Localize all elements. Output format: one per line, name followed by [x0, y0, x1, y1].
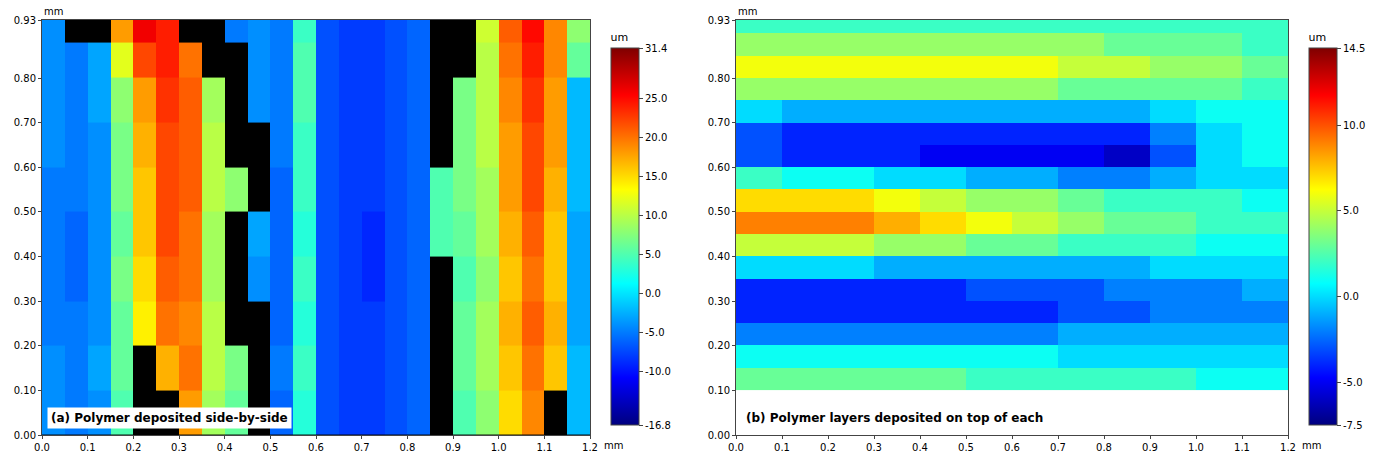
- svg-text:0.6: 0.6: [308, 442, 324, 453]
- svg-text:0.7: 0.7: [1050, 442, 1066, 453]
- svg-text:mm: mm: [44, 6, 63, 17]
- svg-text:um: um: [1309, 31, 1327, 44]
- svg-text:0.4: 0.4: [912, 442, 928, 453]
- svg-text:0.40: 0.40: [708, 251, 730, 262]
- svg-text:mm: mm: [738, 6, 757, 17]
- svg-text:(a) Polymer deposited side-by-: (a) Polymer deposited side-by-side: [51, 411, 288, 425]
- svg-text:0.10: 0.10: [708, 385, 730, 396]
- svg-text:0.70: 0.70: [708, 117, 730, 128]
- svg-text:1.1: 1.1: [536, 442, 552, 453]
- svg-text:1.1: 1.1: [1234, 442, 1250, 453]
- svg-text:0.7: 0.7: [354, 442, 370, 453]
- svg-text:0.3: 0.3: [866, 442, 882, 453]
- svg-text:0.8: 0.8: [1096, 442, 1112, 453]
- svg-text:0.0: 0.0: [34, 442, 50, 453]
- svg-text:-10.0: -10.0: [645, 366, 671, 377]
- svg-text:14.5: 14.5: [1343, 43, 1365, 54]
- svg-text:0.0: 0.0: [1343, 291, 1359, 302]
- svg-text:0.50: 0.50: [14, 206, 36, 217]
- svg-text:0.00: 0.00: [708, 430, 730, 441]
- svg-text:um: um: [610, 31, 628, 44]
- svg-text:31.4: 31.4: [645, 43, 667, 54]
- svg-text:0.40: 0.40: [14, 251, 36, 262]
- svg-text:15.0: 15.0: [645, 171, 667, 182]
- svg-text:0.50: 0.50: [708, 206, 730, 217]
- svg-text:1.2: 1.2: [1280, 442, 1296, 453]
- svg-text:0.5: 0.5: [958, 442, 974, 453]
- svg-text:0.80: 0.80: [14, 73, 36, 84]
- svg-text:0.4: 0.4: [217, 442, 233, 453]
- svg-text:0.60: 0.60: [14, 162, 36, 173]
- svg-text:mm: mm: [604, 440, 623, 451]
- svg-text:0.93: 0.93: [14, 15, 36, 26]
- svg-text:0.20: 0.20: [14, 340, 36, 351]
- svg-text:0.00: 0.00: [14, 430, 36, 441]
- svg-text:0.1: 0.1: [774, 442, 790, 453]
- svg-text:mm: mm: [1302, 440, 1321, 451]
- svg-text:0.1: 0.1: [80, 442, 96, 453]
- svg-text:0.9: 0.9: [445, 442, 461, 453]
- svg-text:0.9: 0.9: [1142, 442, 1158, 453]
- svg-text:0.20: 0.20: [708, 340, 730, 351]
- svg-text:-16.8: -16.8: [645, 420, 671, 431]
- svg-text:-5.0: -5.0: [645, 327, 665, 338]
- svg-text:(b) Polymer layers deposited o: (b) Polymer layers deposited on top of e…: [746, 411, 1043, 425]
- svg-text:10.0: 10.0: [1343, 120, 1365, 131]
- svg-text:1.0: 1.0: [491, 442, 507, 453]
- svg-text:-7.5: -7.5: [1343, 420, 1363, 431]
- svg-text:5.0: 5.0: [645, 249, 661, 260]
- svg-text:5.0: 5.0: [1343, 205, 1359, 216]
- svg-text:0.10: 0.10: [14, 385, 36, 396]
- svg-text:0.80: 0.80: [708, 73, 730, 84]
- svg-text:1.0: 1.0: [1188, 442, 1204, 453]
- svg-text:0.6: 0.6: [1004, 442, 1020, 453]
- svg-text:25.0: 25.0: [645, 93, 667, 104]
- svg-text:0.8: 0.8: [399, 442, 415, 453]
- svg-text:0.30: 0.30: [14, 296, 36, 307]
- svg-text:0.30: 0.30: [708, 296, 730, 307]
- svg-text:0.70: 0.70: [14, 117, 36, 128]
- svg-text:0.60: 0.60: [708, 162, 730, 173]
- svg-text:0.93: 0.93: [708, 15, 730, 26]
- svg-text:10.0: 10.0: [645, 210, 667, 221]
- svg-text:20.0: 20.0: [645, 132, 667, 143]
- svg-text:-5.0: -5.0: [1343, 377, 1363, 388]
- svg-text:0.0: 0.0: [645, 288, 661, 299]
- svg-text:0.0: 0.0: [728, 442, 744, 453]
- svg-text:0.2: 0.2: [125, 442, 141, 453]
- svg-text:0.5: 0.5: [262, 442, 278, 453]
- svg-text:1.2: 1.2: [582, 442, 598, 453]
- svg-text:0.2: 0.2: [820, 442, 836, 453]
- svg-text:0.3: 0.3: [171, 442, 187, 453]
